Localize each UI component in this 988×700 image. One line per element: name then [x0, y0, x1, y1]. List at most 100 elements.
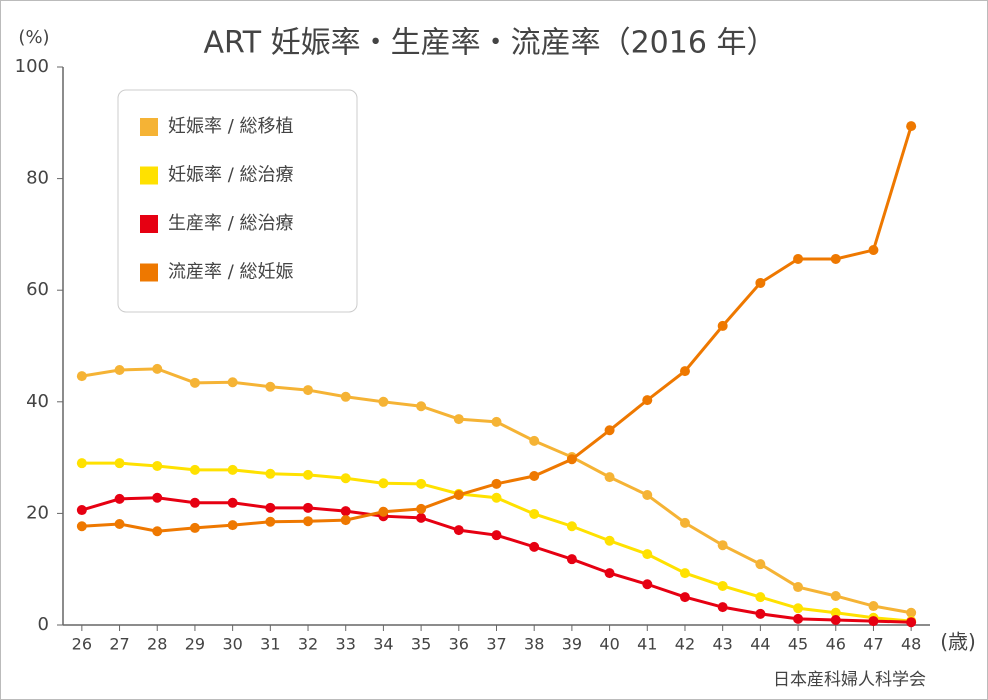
data-point [604, 535, 615, 546]
data-point [76, 521, 87, 532]
x-tick-label: 46 [826, 635, 846, 654]
data-point [303, 469, 314, 480]
y-tick-label: 100 [15, 56, 49, 77]
data-point [303, 516, 314, 527]
data-point [868, 601, 879, 612]
data-point [453, 525, 464, 536]
data-point [189, 464, 200, 475]
y-tick-label: 80 [26, 168, 49, 189]
data-point [491, 492, 502, 503]
x-tick-label: 35 [411, 635, 431, 654]
chart-title: ART 妊娠率・生産率・流産率（2016 年） [204, 26, 777, 61]
data-point [152, 460, 163, 471]
data-point [303, 502, 314, 513]
legend-box [117, 89, 358, 313]
x-tick-label: 43 [712, 635, 732, 654]
data-point [717, 580, 728, 591]
data-point [642, 549, 653, 560]
data-point [340, 391, 351, 402]
x-tick-label: 47 [863, 635, 883, 654]
x-tick-label: 30 [222, 635, 242, 654]
data-point [793, 613, 804, 624]
data-point [378, 506, 389, 517]
x-tick-label: 26 [72, 635, 92, 654]
data-point [378, 396, 389, 407]
data-point [679, 568, 690, 579]
data-point [755, 592, 766, 603]
data-point [491, 530, 502, 541]
data-point [189, 522, 200, 533]
data-point [679, 517, 690, 528]
data-point [378, 478, 389, 489]
data-point [152, 526, 163, 537]
legend-swatch [140, 215, 158, 233]
x-tick-label: 40 [599, 635, 619, 654]
data-point [114, 364, 125, 375]
data-point [604, 425, 615, 436]
data-point [340, 506, 351, 517]
x-tick-label: 39 [562, 635, 582, 654]
x-tick-label: 38 [524, 635, 544, 654]
data-point [566, 554, 577, 565]
data-point [830, 253, 841, 264]
y-tick-label: 40 [26, 391, 49, 412]
data-point [189, 377, 200, 388]
data-point [679, 592, 690, 603]
data-point [416, 503, 427, 514]
data-point [793, 603, 804, 614]
data-point [793, 582, 804, 593]
legend-label: 妊娠率 / 総移植 [168, 116, 294, 137]
data-point [265, 502, 276, 513]
data-point [265, 381, 276, 392]
data-point [755, 277, 766, 288]
data-point [227, 520, 238, 531]
x-tick-label: 37 [486, 635, 506, 654]
data-point [868, 616, 879, 627]
x-tick-label: 36 [449, 635, 469, 654]
x-tick-label: 44 [750, 635, 770, 654]
data-point [189, 497, 200, 508]
data-point [566, 454, 577, 465]
data-point [717, 602, 728, 613]
data-point [265, 468, 276, 479]
y-tick-label: 60 [26, 279, 49, 300]
data-point [529, 471, 540, 482]
x-tick-label: 31 [260, 635, 280, 654]
data-point [679, 366, 690, 377]
data-point [793, 253, 804, 264]
y-tick-label: 20 [26, 502, 49, 523]
data-point [453, 489, 464, 500]
data-point [76, 458, 87, 469]
x-tick-label: 48 [901, 635, 921, 654]
legend-swatch [140, 263, 158, 282]
data-point [755, 559, 766, 570]
data-point [114, 519, 125, 530]
data-point [529, 541, 540, 552]
data-point [642, 395, 653, 406]
legend-swatch [140, 166, 158, 185]
data-point [529, 435, 540, 446]
data-point [830, 590, 841, 601]
data-point [717, 320, 728, 331]
data-point [755, 608, 766, 619]
data-point [906, 607, 917, 618]
data-point [906, 617, 917, 628]
data-point [830, 614, 841, 625]
data-point [227, 464, 238, 475]
data-point [491, 478, 502, 489]
data-point [868, 245, 879, 256]
data-point [114, 458, 125, 469]
data-point [717, 540, 728, 551]
data-point [642, 489, 653, 500]
x-tick-label: 27 [109, 635, 129, 654]
data-point [76, 505, 87, 516]
x-tick-label: 45 [788, 635, 808, 654]
data-point [604, 568, 615, 579]
data-point [227, 377, 238, 388]
x-tick-label: 34 [373, 635, 393, 654]
x-tick-label: 33 [336, 635, 356, 654]
x-tick-label: 28 [147, 635, 167, 654]
data-point [340, 473, 351, 484]
data-point [453, 414, 464, 425]
data-point [491, 416, 502, 427]
